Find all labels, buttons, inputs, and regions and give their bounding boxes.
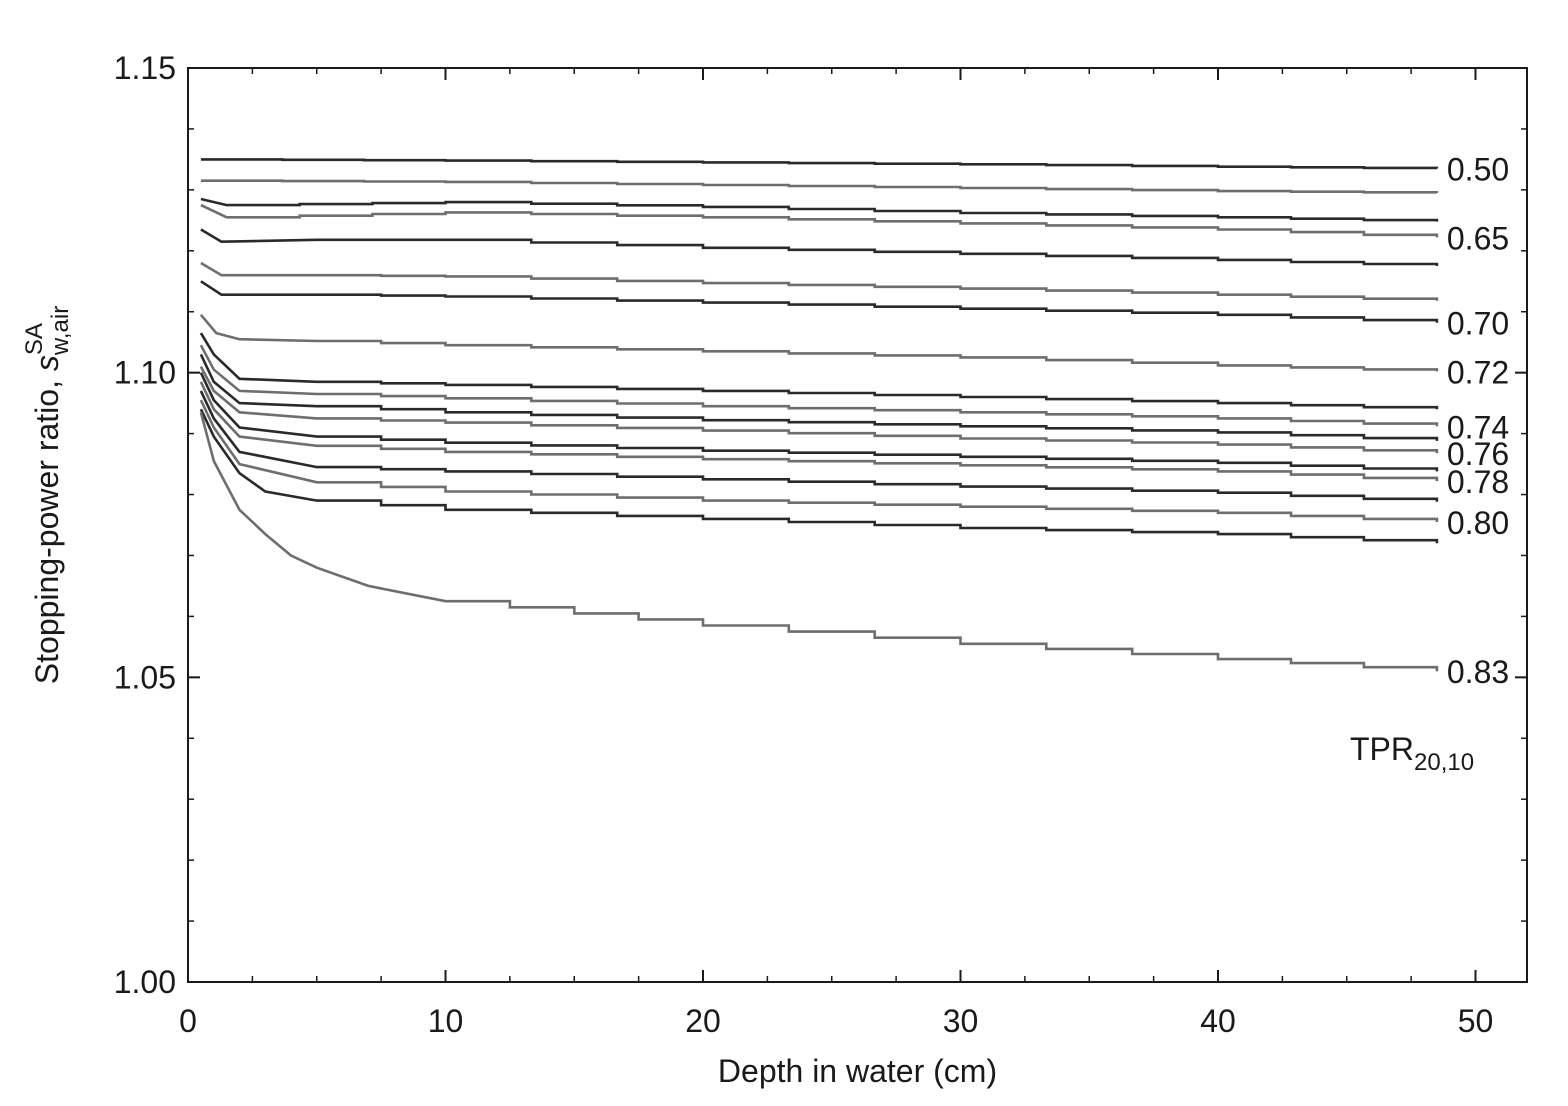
series-label: 0.65 (1447, 220, 1509, 256)
x-tick-label: 40 (1200, 1003, 1236, 1039)
series-label: 0.72 (1447, 354, 1509, 390)
series-label: 0.70 (1447, 306, 1509, 342)
series-line (199, 353, 1439, 441)
x-tick-label: 10 (428, 1003, 464, 1039)
y-tick-labels: 1.00 1.05 1.10 1.15 (114, 50, 176, 1000)
series-line (199, 408, 1439, 544)
y-tick-label: 1.15 (114, 50, 176, 86)
series-label: 0.80 (1447, 505, 1509, 541)
series-line (200, 203, 1439, 238)
minor-ticks (187, 67, 1527, 983)
plot-frame (187, 67, 1528, 983)
y-axis-label-main: Stopping-power ratio, (29, 371, 65, 684)
series-label: 0.74 (1447, 409, 1509, 445)
tpr-annotation-main: TPR (1350, 731, 1414, 767)
y-tick-label: 1.05 (114, 659, 176, 695)
x-tick-label: 30 (943, 1003, 979, 1039)
series-line (200, 197, 1439, 222)
series-line (200, 228, 1439, 266)
y-axis-label-symbol: s (29, 355, 65, 371)
series-label: 0.83 (1447, 654, 1509, 690)
y-tick-label: 1.00 (114, 964, 176, 1000)
x-axis-label: Depth in water (cm) (718, 1053, 997, 1089)
major-ticks (187, 67, 1527, 983)
series-line (200, 158, 1439, 170)
series-labels: 0.50 0.65 0.70 0.72 0.740.760.78 0.80 0.83 (1447, 152, 1509, 691)
series-line (199, 344, 1439, 427)
series-line (199, 313, 1439, 372)
series-line (199, 365, 1439, 454)
y-tick-label: 1.10 (114, 355, 176, 391)
series-line (200, 179, 1439, 194)
series-line (199, 411, 1439, 672)
series-line (199, 372, 1439, 472)
x-tick-label: 50 (1458, 1003, 1494, 1039)
series-label: 0.50 (1447, 152, 1509, 188)
series-lines (199, 158, 1439, 672)
x-tick-labels: 0 10 20 30 40 50 (179, 1003, 1493, 1039)
y-axis-label: Stopping-power ratio, sSAw,air (21, 306, 74, 684)
series-line (199, 390, 1439, 502)
y-axis-label-sub: w,air (47, 306, 74, 356)
x-tick-label: 0 (179, 1003, 197, 1039)
series-line (199, 381, 1439, 482)
tpr-annotation: TPR20,10 (1350, 731, 1474, 776)
series-line (200, 261, 1439, 301)
y-axis-label-sup: SA (21, 323, 48, 355)
series-line (200, 280, 1439, 323)
series-line (199, 332, 1439, 410)
series-label: 0.76 (1447, 436, 1509, 472)
tpr-annotation-sub: 20,10 (1414, 749, 1474, 776)
series-line (199, 399, 1439, 522)
x-tick-label: 20 (685, 1003, 721, 1039)
series-label: 0.78 (1447, 464, 1509, 500)
